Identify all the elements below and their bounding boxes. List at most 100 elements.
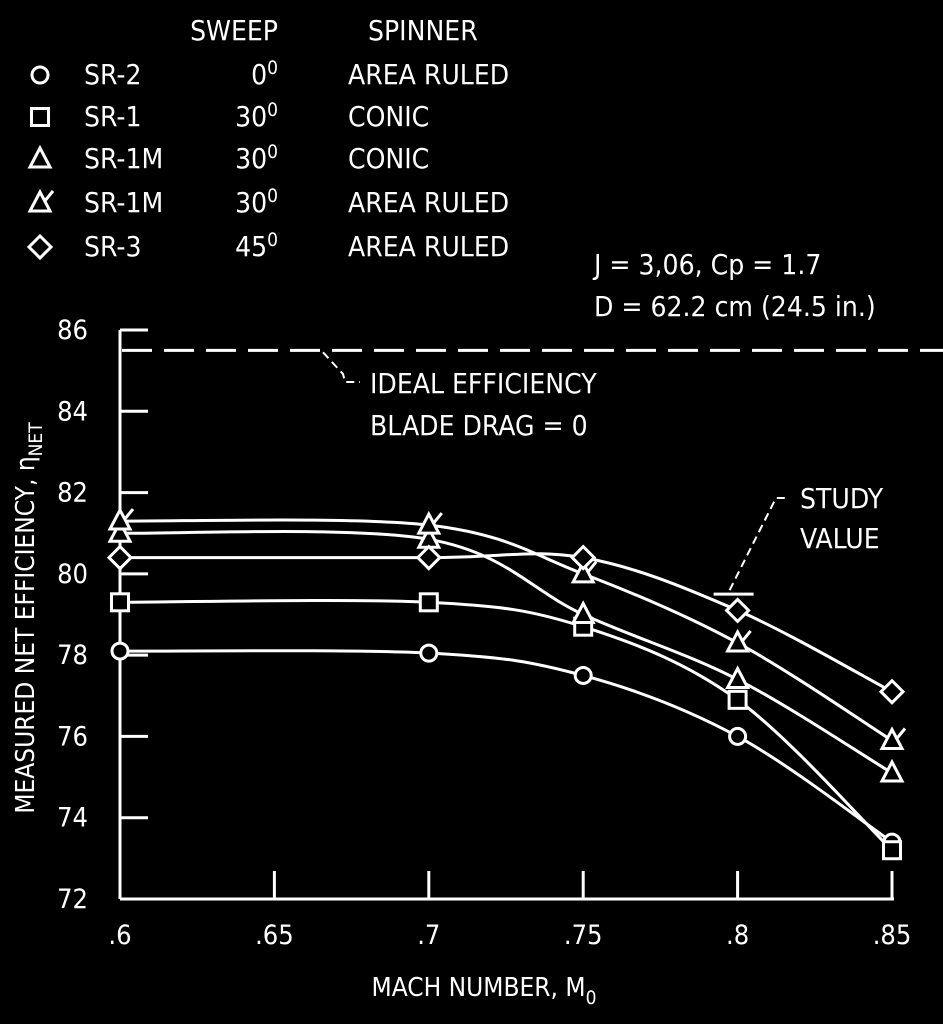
y-tick-label-82: 82 bbox=[57, 478, 88, 509]
x-axis-label: MACH NUMBER, M0 bbox=[372, 973, 597, 1009]
point-1-2 bbox=[419, 643, 439, 663]
legend-sweep-4: 300 bbox=[235, 185, 278, 219]
legend-spinner-5: AREA RULED bbox=[348, 230, 509, 263]
point-5-2-shape bbox=[415, 544, 442, 571]
point-5-5-shape bbox=[878, 678, 906, 705]
legend-header-spinner: SPINNER bbox=[368, 14, 478, 47]
series-line-3 bbox=[119, 530, 893, 775]
legend-name-2: SR-1 bbox=[84, 100, 141, 133]
point-5-3-shape bbox=[570, 544, 597, 571]
study-leader-line bbox=[728, 497, 788, 591]
series-line-2 bbox=[119, 599, 894, 852]
y-tick-label-76: 76 bbox=[57, 721, 88, 752]
legend-sweep-1: 00 bbox=[251, 57, 278, 91]
point-4-1-shape bbox=[107, 506, 133, 531]
point-2-2 bbox=[418, 592, 439, 613]
series-line-5 bbox=[120, 552, 893, 694]
point-4-5-flag bbox=[894, 727, 907, 741]
legend-marker-5 bbox=[26, 233, 54, 261]
point-5-5 bbox=[878, 678, 906, 705]
ideal-efficiency-line: IDEAL EFFICIENCY BLADE DRAG = 0 bbox=[122, 348, 943, 442]
point-4-4-shape bbox=[725, 628, 751, 653]
point-4-1-flag bbox=[122, 508, 135, 521]
x-tick-label-0.7: .7 bbox=[417, 920, 440, 951]
point-5-3 bbox=[570, 544, 597, 571]
point-5-4 bbox=[724, 597, 751, 624]
point-2-4 bbox=[727, 689, 748, 710]
y-tick-label-84: 84 bbox=[57, 396, 88, 427]
point-4-4 bbox=[725, 628, 752, 653]
point-3-4-shape bbox=[725, 665, 751, 690]
point-4-5 bbox=[879, 726, 907, 750]
point-5-4-shape bbox=[724, 597, 751, 624]
axis-labels: MACH NUMBER, M0 MEASURED NET EFFICIENCY, … bbox=[11, 422, 596, 1009]
point-4-3-flag bbox=[586, 560, 598, 574]
legend-header-sweep: SWEEP bbox=[190, 14, 278, 47]
ideal-leader-line bbox=[322, 351, 360, 383]
point-3-3-shape bbox=[570, 600, 596, 624]
legend-marker-3-shape bbox=[27, 144, 53, 169]
y-tick-label-72: 72 bbox=[57, 884, 88, 915]
point-1-1 bbox=[110, 641, 130, 661]
legend-name-5: SR-3 bbox=[84, 230, 141, 263]
y-tick-label-80: 80 bbox=[57, 559, 88, 590]
y-tick-label-78: 78 bbox=[57, 640, 88, 671]
legend-spinner-2: CONIC bbox=[348, 100, 429, 133]
point-3-5-shape bbox=[879, 758, 905, 783]
legend-sweep-5: 450 bbox=[235, 229, 278, 263]
x-tick-label-0.75: .75 bbox=[564, 920, 603, 951]
x-axis-label-sub: 0 bbox=[586, 987, 597, 1009]
y-axis-label-sub: NET bbox=[25, 422, 47, 457]
legend-marker-4 bbox=[27, 188, 55, 213]
legend-spinner-1: AREA RULED bbox=[348, 58, 509, 91]
test-conditions: J = 3,06, Cp = 1.7 D = 62.2 cm (24.5 in.) bbox=[592, 248, 876, 323]
point-1-3 bbox=[573, 665, 593, 685]
point-1-1-shape bbox=[110, 641, 130, 661]
degree-superscript: 0 bbox=[267, 185, 278, 207]
ideal-label-1: IDEAL EFFICIENCY bbox=[370, 367, 597, 400]
legend-name-1: SR-2 bbox=[84, 58, 141, 91]
legend-marker-4-shape bbox=[27, 188, 53, 213]
study-label-2: VALUE bbox=[800, 522, 880, 555]
legend-marker-4-flag bbox=[42, 190, 55, 203]
study-label-1: STUDY bbox=[800, 482, 884, 515]
point-1-4 bbox=[728, 726, 748, 746]
point-4-1 bbox=[107, 506, 135, 531]
point-5-1 bbox=[106, 544, 134, 571]
point-1-2-shape bbox=[419, 643, 439, 663]
point-5-2 bbox=[415, 544, 442, 571]
point-2-2-shape bbox=[418, 592, 439, 613]
legend-marker-3 bbox=[27, 144, 53, 169]
degree-superscript: 0 bbox=[267, 141, 278, 163]
point-1-3-shape bbox=[573, 665, 593, 685]
x-tick-label-0.8: .8 bbox=[726, 920, 749, 951]
axes bbox=[118, 330, 894, 901]
point-2-5-shape bbox=[882, 840, 902, 861]
ideal-label-2: BLADE DRAG = 0 bbox=[370, 409, 588, 442]
y-tick-label-74: 74 bbox=[57, 803, 88, 834]
legend-name-3: SR-1M bbox=[84, 142, 163, 175]
x-tick-label-0.6: .6 bbox=[108, 920, 131, 951]
series-curves bbox=[119, 518, 894, 852]
x-tick-label-0.65: .65 bbox=[255, 920, 294, 951]
y-tick-label-86: 86 bbox=[57, 315, 88, 346]
degree-superscript: 0 bbox=[267, 99, 278, 121]
legend-name-4: SR-1M bbox=[84, 186, 163, 219]
degree-superscript: 0 bbox=[267, 229, 278, 251]
legend-spinner-4: AREA RULED bbox=[348, 186, 509, 219]
legend-marker-5-shape bbox=[26, 233, 54, 261]
point-1-4-shape bbox=[728, 726, 748, 746]
legend-sweep-3: 300 bbox=[235, 141, 278, 175]
point-3-4 bbox=[725, 665, 751, 690]
legend-marker-1-shape bbox=[30, 65, 50, 85]
point-4-5-shape bbox=[879, 726, 905, 750]
legend-sweep-2: 300 bbox=[235, 99, 278, 133]
ticks: 72 74 76 78 80 82 84 86 .6 .65 .7 .75 .8 .85 bbox=[57, 315, 911, 951]
y-axis-label: MEASURED NET EFFICIENCY, ηNET bbox=[11, 422, 47, 814]
condition-j-cp: J = 3,06, Cp = 1.7 bbox=[592, 248, 821, 281]
point-3-5 bbox=[879, 758, 905, 783]
point-3-1 bbox=[107, 518, 133, 543]
data-points bbox=[106, 506, 907, 861]
